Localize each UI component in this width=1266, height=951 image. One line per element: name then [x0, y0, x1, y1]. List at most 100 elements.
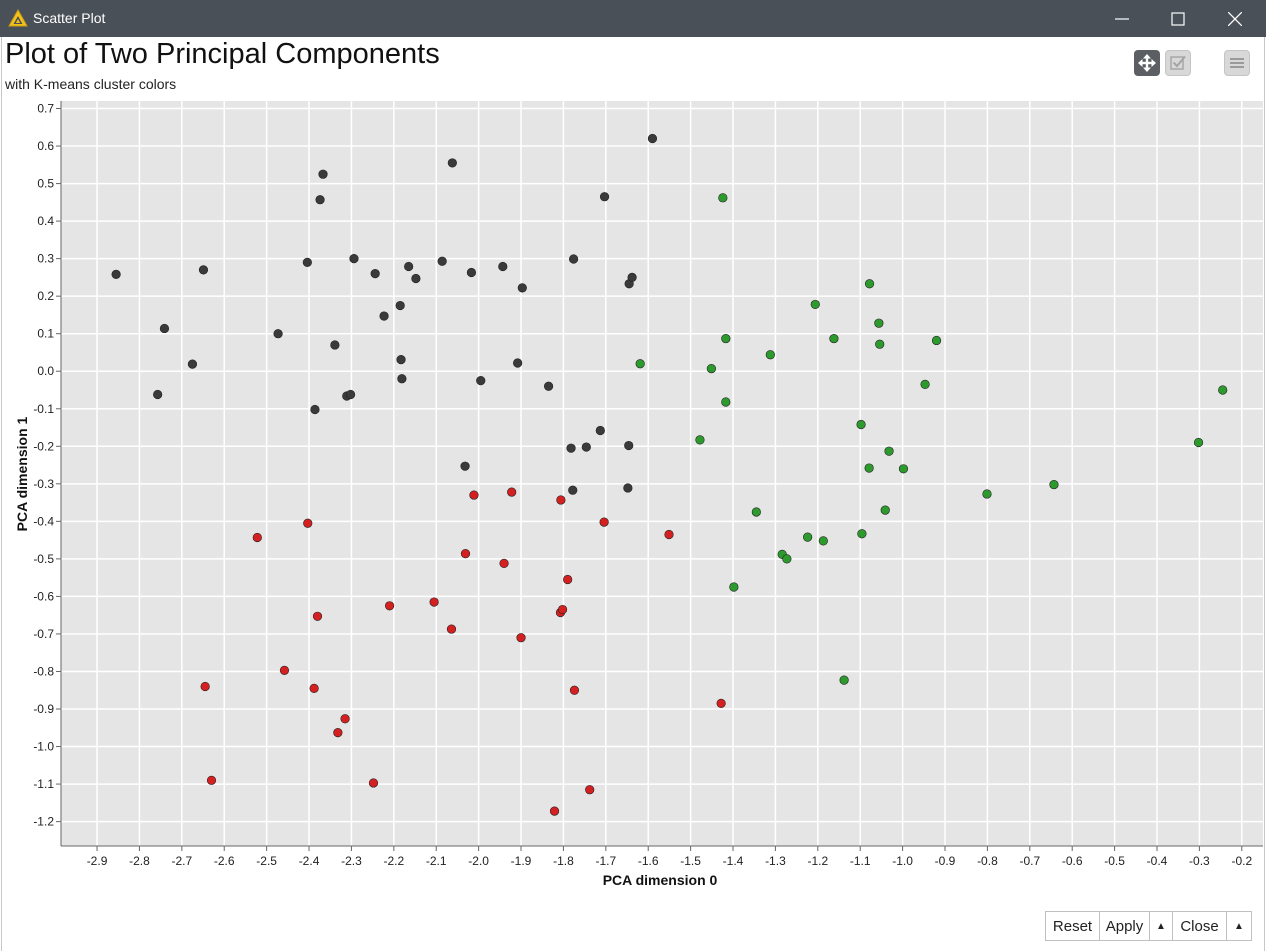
- data-point[interactable]: [563, 574, 573, 585]
- data-point[interactable]: [370, 269, 380, 279]
- reset-button[interactable]: Reset: [1046, 912, 1100, 940]
- data-point[interactable]: [507, 487, 517, 497]
- data-point[interactable]: [333, 728, 343, 738]
- data-point[interactable]: [517, 283, 527, 293]
- data-point[interactable]: [599, 192, 610, 202]
- pan-tool-button[interactable]: [1134, 50, 1160, 76]
- close-options-button[interactable]: ▲: [1234, 920, 1244, 932]
- data-point[interactable]: [839, 675, 849, 685]
- data-point[interactable]: [549, 806, 560, 816]
- maximize-button[interactable]: [1150, 0, 1206, 37]
- data-point[interactable]: [460, 549, 471, 559]
- data-point[interactable]: [884, 446, 894, 456]
- select-tool-button[interactable]: [1165, 50, 1191, 76]
- data-point[interactable]: [513, 358, 523, 368]
- data-point[interactable]: [200, 681, 210, 692]
- data-point[interactable]: [446, 624, 457, 634]
- data-point[interactable]: [159, 323, 170, 334]
- data-point[interactable]: [557, 604, 568, 615]
- data-point[interactable]: [864, 463, 874, 473]
- data-point[interactable]: [153, 389, 163, 400]
- data-point[interactable]: [695, 435, 705, 445]
- data-point[interactable]: [810, 299, 820, 310]
- data-point[interactable]: [982, 489, 992, 499]
- data-point[interactable]: [751, 507, 761, 517]
- data-point[interactable]: [1218, 385, 1228, 395]
- data-point[interactable]: [543, 381, 554, 391]
- data-point[interactable]: [476, 376, 486, 386]
- data-point[interactable]: [310, 404, 320, 415]
- plot-area[interactable]: [61, 101, 1263, 846]
- minimize-button[interactable]: [1094, 0, 1150, 37]
- data-point[interactable]: [856, 419, 866, 430]
- data-point[interactable]: [568, 485, 578, 495]
- data-point[interactable]: [206, 775, 217, 785]
- data-point[interactable]: [368, 778, 379, 788]
- data-point[interactable]: [874, 318, 884, 328]
- scatter-plot[interactable]: -2.9 -2.8 -2.7 -2.6 -2.5 -2.4 -2.3 -2.2 -2.1 -2.0…: [0, 96, 1266, 896]
- apply-button[interactable]: Apply: [1100, 912, 1150, 940]
- data-point[interactable]: [765, 350, 775, 360]
- data-point[interactable]: [627, 272, 637, 282]
- data-point[interactable]: [721, 333, 731, 344]
- data-point[interactable]: [279, 665, 290, 675]
- data-point[interactable]: [595, 425, 605, 436]
- data-point[interactable]: [384, 601, 395, 611]
- data-point[interactable]: [782, 554, 792, 564]
- data-point[interactable]: [566, 443, 576, 453]
- data-point[interactable]: [818, 536, 828, 546]
- data-point[interactable]: [429, 597, 439, 607]
- data-point[interactable]: [857, 529, 867, 539]
- data-point[interactable]: [568, 254, 579, 264]
- data-point[interactable]: [803, 532, 813, 542]
- data-point[interactable]: [340, 714, 350, 724]
- data-point[interactable]: [460, 461, 470, 471]
- close-window-button[interactable]: [1207, 0, 1263, 37]
- data-point[interactable]: [469, 490, 479, 500]
- data-point[interactable]: [880, 505, 890, 515]
- data-point[interactable]: [875, 339, 885, 349]
- data-point[interactable]: [718, 193, 728, 203]
- data-point[interactable]: [318, 169, 328, 179]
- data-point[interactable]: [330, 340, 340, 350]
- data-point[interactable]: [111, 269, 121, 279]
- data-point[interactable]: [716, 698, 726, 708]
- view-menu-button[interactable]: [1224, 50, 1250, 76]
- data-point[interactable]: [569, 685, 580, 695]
- data-point[interactable]: [411, 273, 421, 284]
- data-point[interactable]: [447, 158, 457, 168]
- data-point[interactable]: [437, 256, 447, 266]
- data-point[interactable]: [303, 518, 313, 528]
- data-point[interactable]: [706, 363, 716, 374]
- data-point[interactable]: [396, 354, 406, 365]
- data-point[interactable]: [585, 785, 595, 795]
- data-point[interactable]: [252, 532, 262, 543]
- data-point[interactable]: [309, 683, 319, 693]
- data-point[interactable]: [516, 633, 526, 643]
- apply-options-button[interactable]: ▲: [1150, 912, 1173, 940]
- data-point[interactable]: [273, 329, 283, 339]
- data-point[interactable]: [302, 257, 312, 267]
- data-point[interactable]: [864, 279, 875, 289]
- data-point[interactable]: [349, 254, 359, 264]
- data-point[interactable]: [498, 261, 508, 272]
- data-point[interactable]: [499, 558, 509, 568]
- data-point[interactable]: [581, 442, 591, 452]
- close-button[interactable]: Close: [1173, 912, 1227, 940]
- data-point[interactable]: [729, 582, 739, 592]
- data-point[interactable]: [920, 379, 930, 389]
- data-point[interactable]: [721, 397, 731, 407]
- data-point[interactable]: [379, 311, 389, 321]
- data-point[interactable]: [404, 261, 414, 272]
- data-point[interactable]: [312, 611, 323, 621]
- data-point[interactable]: [829, 333, 839, 344]
- data-point[interactable]: [315, 195, 325, 205]
- data-point[interactable]: [1193, 437, 1204, 448]
- data-point[interactable]: [397, 374, 407, 384]
- data-point[interactable]: [599, 517, 609, 527]
- data-point[interactable]: [198, 265, 209, 275]
- data-point[interactable]: [623, 483, 633, 493]
- data-point[interactable]: [395, 300, 405, 311]
- data-point[interactable]: [931, 335, 942, 346]
- data-point[interactable]: [898, 464, 909, 474]
